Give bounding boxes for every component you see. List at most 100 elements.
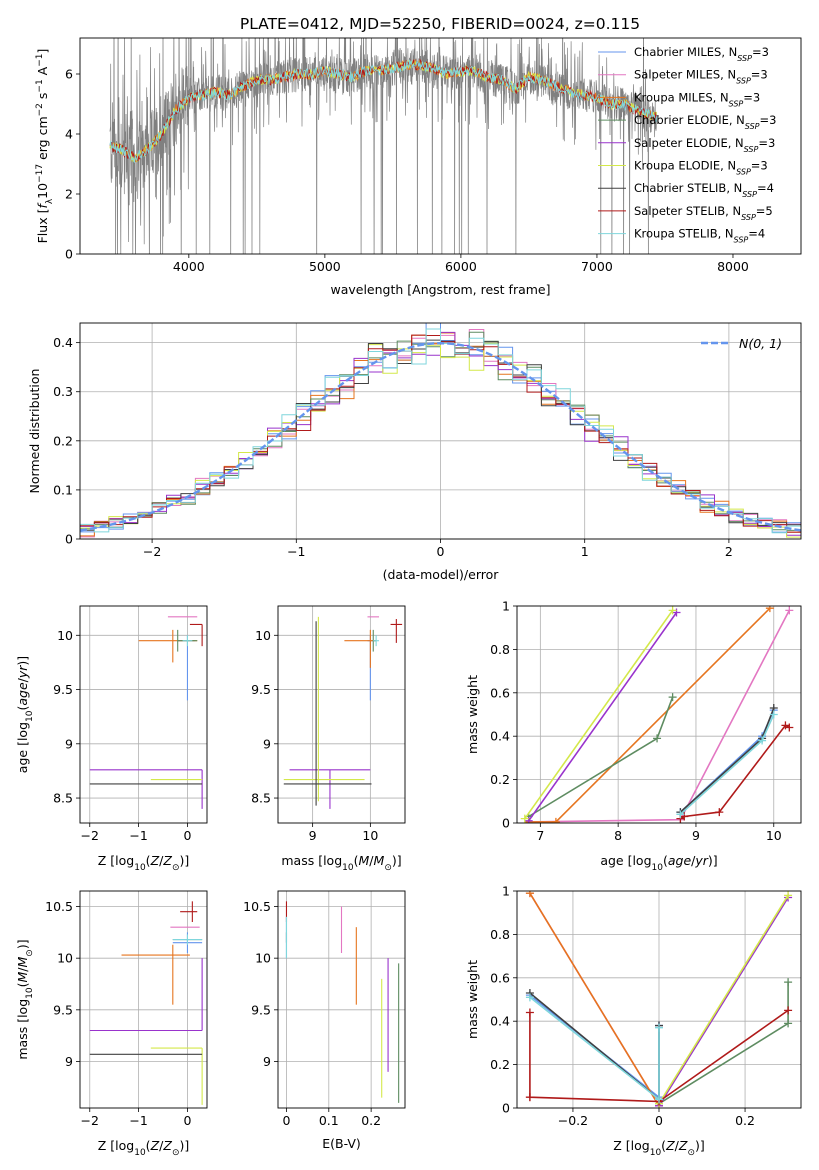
y-tick-label: 9	[65, 736, 73, 751]
y-tick-label: 0.4	[53, 335, 73, 350]
x-axis-label: mass [log10(M/M⊙)]	[281, 853, 401, 873]
x-tick-label: 7	[536, 828, 544, 843]
x-tick-label: 9	[692, 828, 700, 843]
x-tick-label: 0	[282, 1113, 290, 1128]
series-kroupa_stelib	[525, 993, 663, 1104]
panel-age_vs_mass: 9 10 8.5 9 9.5 10 mass [log10(M/M⊙)]	[251, 605, 406, 873]
errorbar-salpeter_elodie	[89, 958, 203, 1032]
y-tick-label: 0.6	[490, 685, 510, 700]
errorbar-kroupa_stelib	[172, 934, 203, 945]
x-tick-label: 0.2	[735, 1113, 755, 1128]
series-salpeter_stelib	[676, 721, 794, 823]
legend-entry: Salpeter MILES, NSSP=3	[634, 68, 768, 86]
axes-frame	[516, 890, 802, 1109]
series-salpeter_miles	[524, 606, 794, 823]
y-axis-label: Normed distribution	[27, 369, 42, 494]
y-tick-label: 0.3	[53, 384, 73, 399]
x-axis-label: E(B-V)	[322, 1136, 361, 1151]
y-axis-label: mass [log10(M/M⊙)]	[15, 939, 35, 1059]
data-point	[758, 736, 767, 745]
x-tick-label: −2	[81, 828, 99, 843]
panel-spectrum: 4000 5000 6000 7000 8000 0 2 4 6 wavelength [Angs…	[35, 37, 802, 297]
y-tick-label: 9.5	[53, 682, 73, 697]
y-tick-label: 0.1	[53, 482, 73, 497]
errorbar-kroupa_elodie	[150, 1047, 203, 1105]
x-tick-label: 0	[183, 1113, 191, 1128]
panel-mass_vs_ebv: 0 0.1 0.2 9 9.5 10 10.5 E(B-V)	[243, 890, 406, 1151]
y-tick-label: 10	[57, 628, 73, 643]
y-tick-label: 0.4	[490, 1014, 510, 1029]
data-point	[525, 891, 534, 898]
data-point	[715, 808, 724, 817]
panel-residuals: −2 −1 0 1 2 0 0.1 0.2 0.3 0.4 (data-model)/error No…	[27, 322, 802, 582]
errorbar-kroupa_miles	[344, 629, 377, 668]
x-axis-label: (data-model)/error	[383, 567, 500, 582]
data-point	[525, 1093, 534, 1102]
x-tick-label: 0	[655, 1113, 663, 1128]
x-tick-label: −2	[143, 544, 161, 559]
errorbar-kroupa_stelib	[182, 635, 193, 647]
y-tick-label: 0.2	[53, 433, 73, 448]
y-axis-label: mass weight	[465, 675, 480, 754]
histogram-kroupa_stelib	[80, 328, 801, 534]
y-tick-label: 9	[263, 1054, 271, 1069]
y-axis-label: Flux [fλ10−17 erg cm−2 s−1 A−1]	[35, 49, 55, 244]
y-tick-label: 10	[255, 951, 271, 966]
x-tick-label: 0	[437, 544, 445, 559]
normal-curve	[80, 341, 801, 532]
legend-entry: Chabrier MILES, NSSP=3	[634, 45, 769, 63]
plot-area	[283, 616, 403, 809]
series-kroupa_stelib	[676, 710, 778, 819]
y-tick-label: 0	[502, 816, 510, 831]
x-tick-label: 8000	[717, 259, 749, 274]
data-point	[520, 814, 529, 823]
y-tick-label: 10	[57, 951, 73, 966]
plot-area	[525, 891, 793, 1108]
errorbar-salpeter_elodie	[289, 769, 371, 809]
x-tick-label: 0.1	[319, 1113, 339, 1128]
panel-weight_vs_Z: −0.2 0 0.2 0 0.2 0.4 0.6 0.8 1 Z [log10(Z/Z⊙)] mas…	[465, 884, 802, 1158]
panel-age_vs_Z: −2 −1 0 8.5 9 9.5 10 Z [log10(Z/Z⊙)] age [log10(…	[15, 605, 208, 873]
x-tick-label: 2	[725, 544, 733, 559]
data-point	[784, 1019, 793, 1028]
series-salpeter_stelib	[525, 1006, 793, 1106]
observed-spectrum	[109, 38, 658, 254]
series-kroupa_miles	[525, 891, 663, 1108]
y-tick-label: 10	[255, 628, 271, 643]
x-tick-label: 8	[614, 828, 622, 843]
axes-frame	[79, 322, 802, 540]
data-point	[551, 817, 560, 823]
data-point	[785, 606, 794, 615]
x-tick-label: 4000	[173, 259, 205, 274]
plot-area	[109, 38, 658, 254]
grid	[278, 606, 405, 823]
y-tick-label: 6	[65, 67, 73, 82]
x-axis-label: age [log10(age/yr)]	[600, 853, 717, 873]
errorbar-salpeter_stelib	[180, 901, 198, 922]
plot-area	[520, 606, 794, 823]
x-tick-label: −1	[129, 828, 147, 843]
series-chabrier_elodie	[655, 978, 793, 1108]
errorbar-kroupa_stelib	[373, 635, 380, 647]
x-tick-label: 0	[183, 828, 191, 843]
data-point	[668, 606, 677, 615]
grid	[80, 606, 207, 823]
errorbar-chabrier_stelib	[283, 621, 372, 806]
x-tick-label: 10	[362, 828, 378, 843]
x-axis-label: Z [log10(Z/Z⊙)]	[613, 1138, 705, 1158]
x-tick-label: 7000	[581, 259, 613, 274]
data-point	[525, 993, 534, 1002]
x-tick-label: −2	[81, 1113, 99, 1128]
errorbar-kroupa_miles	[138, 629, 198, 663]
y-tick-label: 9	[263, 736, 271, 751]
y-tick-label: 8.5	[53, 791, 73, 806]
grid	[80, 891, 207, 1108]
plot-area	[80, 323, 801, 538]
y-tick-label: 10.5	[243, 899, 271, 914]
x-tick-label: 5000	[309, 259, 341, 274]
x-tick-label: 6000	[445, 259, 477, 274]
legend-entry: Kroupa ELODIE, NSSP=3	[634, 159, 768, 177]
figure-title: PLATE=0412, MJD=52250, FIBERID=0024, z=0…	[240, 15, 640, 33]
errorbar-salpeter_stelib	[390, 619, 403, 643]
data-point	[785, 723, 794, 732]
